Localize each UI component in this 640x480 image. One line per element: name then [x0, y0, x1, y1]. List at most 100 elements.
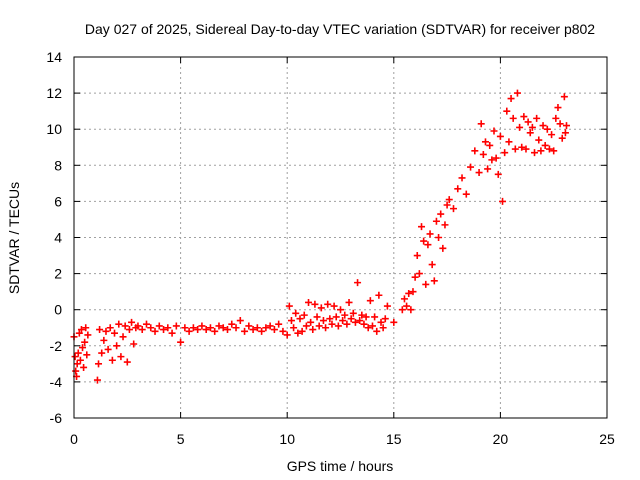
data-point	[138, 326, 146, 334]
data-point	[104, 345, 112, 353]
data-point	[550, 147, 558, 155]
data-point	[270, 326, 278, 334]
data-point	[298, 327, 306, 335]
data-point	[319, 317, 327, 325]
data-point	[454, 185, 462, 193]
data-point	[75, 329, 83, 337]
data-point	[403, 302, 411, 310]
data-point	[155, 322, 163, 330]
data-point	[360, 320, 368, 328]
data-point	[309, 326, 317, 334]
data-point	[405, 289, 413, 297]
data-point	[189, 324, 197, 332]
data-point	[533, 114, 541, 122]
x-tick-label: 25	[599, 431, 615, 447]
data-point	[356, 317, 364, 325]
data-point	[283, 331, 291, 339]
data-point	[341, 311, 349, 319]
data-point	[328, 320, 336, 328]
data-point	[526, 129, 534, 137]
data-point	[548, 131, 556, 139]
data-point	[437, 210, 445, 218]
data-point	[492, 154, 500, 162]
data-point	[443, 201, 451, 209]
y-tick-label: 4	[54, 230, 62, 246]
data-point	[313, 313, 321, 321]
y-tick-labels: -6 -4 -2 0 2 4 6 8 10 12 14	[46, 49, 62, 426]
x-tick-label: 15	[386, 431, 402, 447]
data-point	[82, 324, 90, 332]
data-point	[435, 234, 443, 241]
data-point	[507, 95, 515, 103]
data-point	[439, 244, 447, 252]
data-point	[505, 138, 513, 146]
data-point	[71, 353, 79, 361]
y-tick-label: 10	[46, 121, 62, 137]
data-point	[79, 344, 87, 352]
data-point	[513, 89, 521, 97]
data-point	[177, 338, 185, 346]
data-point	[390, 318, 398, 326]
y-tick-label: 2	[54, 266, 62, 282]
data-point	[326, 315, 334, 323]
data-point	[164, 324, 172, 332]
x-axis-label: GPS time / hours	[287, 458, 394, 474]
data-point	[441, 221, 449, 229]
x-tick-label: 20	[493, 431, 509, 447]
data-point	[93, 376, 101, 384]
y-tick-label: 14	[46, 49, 62, 65]
data-point	[486, 141, 494, 149]
data-point	[475, 169, 483, 177]
data-point	[524, 118, 532, 126]
data-point	[115, 320, 123, 328]
data-point	[371, 313, 379, 321]
data-point	[358, 311, 366, 319]
data-points	[70, 89, 570, 384]
data-point	[428, 261, 436, 269]
grid	[74, 57, 607, 418]
data-point	[409, 288, 417, 296]
data-point	[354, 279, 362, 287]
data-point	[253, 324, 261, 332]
y-tick-label: -2	[50, 338, 63, 354]
data-point	[98, 349, 106, 357]
y-tick-label: 0	[54, 302, 62, 318]
data-point	[296, 315, 304, 323]
data-point	[552, 114, 560, 122]
data-point	[528, 123, 536, 131]
data-point	[556, 120, 564, 128]
data-point	[418, 223, 426, 231]
data-point	[232, 324, 240, 332]
data-point	[424, 241, 432, 249]
data-point	[305, 298, 313, 306]
data-point	[518, 143, 526, 151]
data-point	[537, 147, 545, 155]
data-point	[219, 324, 227, 332]
data-point	[322, 324, 330, 332]
x-tick-label: 10	[279, 431, 295, 447]
data-point	[364, 324, 372, 332]
data-point	[535, 136, 543, 144]
data-point	[407, 306, 415, 314]
data-point	[349, 309, 357, 317]
data-point	[290, 324, 298, 332]
data-point	[467, 163, 475, 171]
data-point	[477, 120, 485, 128]
y-tick-label: -4	[50, 374, 63, 390]
data-point	[509, 114, 517, 122]
data-point	[398, 306, 406, 314]
data-point	[84, 331, 92, 339]
chart-title: Day 027 of 2025, Sidereal Day-to-day VTE…	[85, 21, 595, 37]
data-point	[558, 134, 566, 142]
data-point	[494, 170, 502, 178]
data-point	[275, 320, 283, 328]
y-tick-label: 6	[54, 193, 62, 209]
data-point	[215, 322, 223, 330]
data-point	[413, 252, 421, 260]
data-point	[539, 122, 547, 130]
data-point	[543, 125, 551, 133]
data-point	[383, 302, 391, 310]
data-point	[111, 329, 119, 337]
data-point	[422, 280, 430, 288]
data-point	[206, 324, 214, 332]
